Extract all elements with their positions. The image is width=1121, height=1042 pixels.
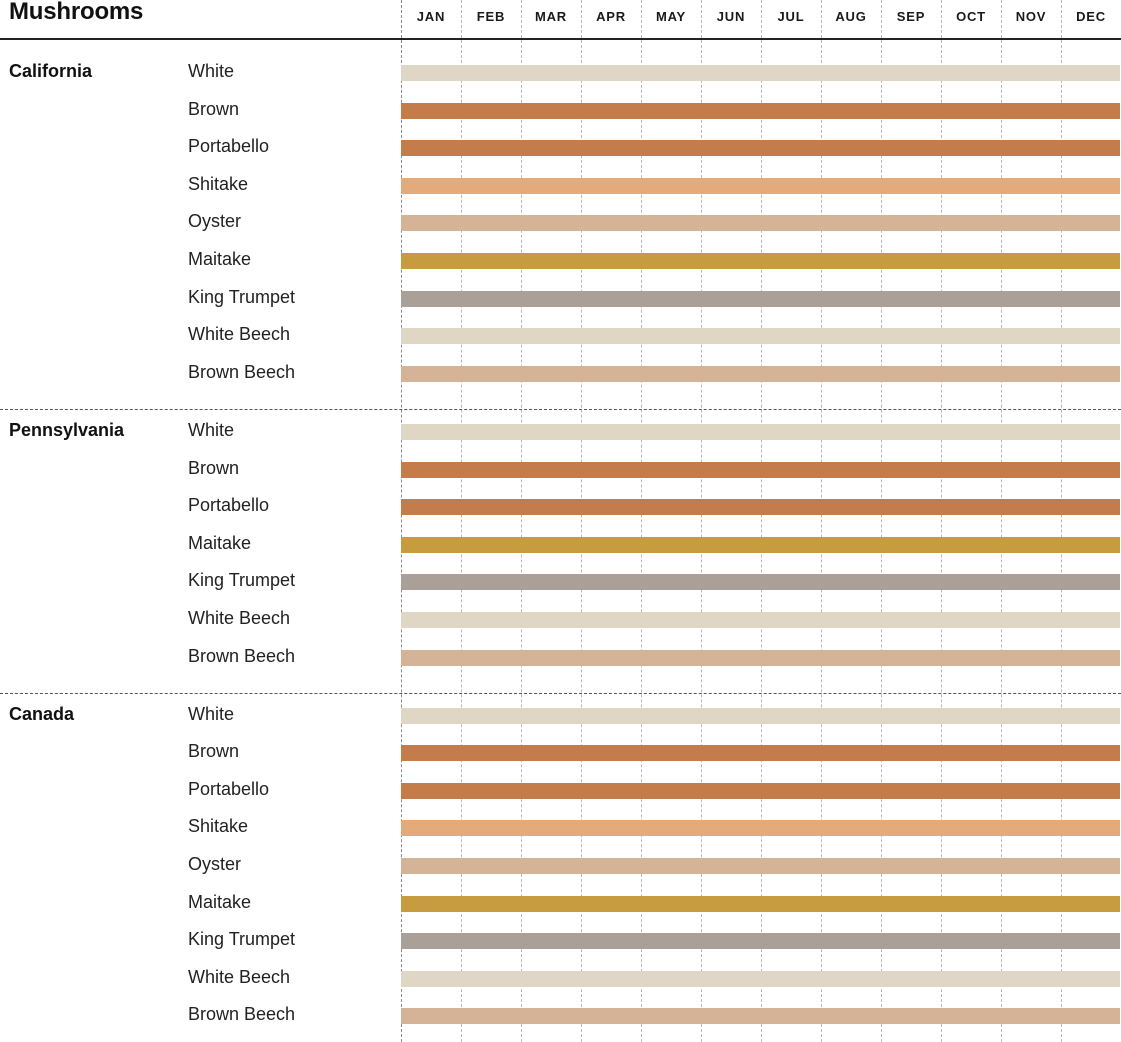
month-gridline xyxy=(1061,0,1062,1042)
product-label: White xyxy=(188,420,235,440)
month-gridline xyxy=(641,0,642,1042)
month-gridline xyxy=(761,0,762,1042)
product-label: Portabello xyxy=(188,136,270,156)
product-label: Maitake xyxy=(188,892,252,912)
month-label: JUL xyxy=(777,9,805,24)
month-gridline xyxy=(521,0,522,1042)
region-separator xyxy=(0,409,1121,410)
availability-bar xyxy=(401,178,1120,194)
month-gridline xyxy=(941,0,942,1042)
month-gridline xyxy=(821,0,822,1042)
availability-bar xyxy=(401,366,1120,382)
month-gridline xyxy=(581,0,582,1042)
availability-bar xyxy=(401,1008,1120,1024)
month-label: AUG xyxy=(835,9,867,24)
product-label: White Beech xyxy=(188,608,291,628)
product-label: Oyster xyxy=(188,211,242,231)
month-gridline xyxy=(461,0,462,1042)
chart-title: Mushrooms xyxy=(9,0,144,25)
month-label: MAY xyxy=(655,9,687,24)
availability-bar xyxy=(401,896,1120,912)
availability-bar xyxy=(401,650,1120,666)
availability-bar xyxy=(401,253,1120,269)
availability-bar xyxy=(401,745,1120,761)
product-label: White xyxy=(188,61,235,81)
product-label: Portabello xyxy=(188,495,270,515)
availability-bar xyxy=(401,291,1120,307)
product-label: King Trumpet xyxy=(188,570,296,590)
product-label: White Beech xyxy=(188,967,291,987)
product-label: Brown Beech xyxy=(188,1004,296,1024)
availability-bar xyxy=(401,612,1120,628)
product-label: White Beech xyxy=(188,324,291,344)
month-label: SEP xyxy=(896,9,926,24)
product-label: Oyster xyxy=(188,854,242,874)
availability-bar xyxy=(401,971,1120,987)
month-gridline xyxy=(881,0,882,1042)
month-gridline xyxy=(401,0,402,1042)
month-label: NOV xyxy=(1015,9,1047,24)
availability-bar xyxy=(401,424,1120,440)
product-label: Shitake xyxy=(188,174,249,194)
month-gridline xyxy=(701,0,702,1042)
product-label: Maitake xyxy=(188,533,252,553)
header-rule xyxy=(0,38,1121,40)
availability-bar xyxy=(401,499,1120,515)
availability-bar xyxy=(401,708,1120,724)
product-label: Shitake xyxy=(188,816,249,836)
availability-bar xyxy=(401,537,1120,553)
product-label: Brown xyxy=(188,99,240,119)
region-label: California xyxy=(9,61,93,81)
region-label: Pennsylvania xyxy=(9,420,125,440)
product-label: King Trumpet xyxy=(188,287,296,307)
month-label: OCT xyxy=(956,9,986,24)
month-label: DEC xyxy=(1076,9,1106,24)
product-label: Brown xyxy=(188,458,240,478)
month-label: MAR xyxy=(534,9,567,24)
availability-bar xyxy=(401,215,1120,231)
product-label: King Trumpet xyxy=(188,929,296,949)
month-label: JUN xyxy=(716,9,746,24)
product-label: Brown Beech xyxy=(188,362,296,382)
availability-bar xyxy=(401,783,1120,799)
month-label: FEB xyxy=(476,9,506,24)
month-label: APR xyxy=(596,9,626,24)
product-label: Portabello xyxy=(188,779,270,799)
availability-bar xyxy=(401,328,1120,344)
availability-bar xyxy=(401,140,1120,156)
region-label: Canada xyxy=(9,704,75,724)
product-label: Brown Beech xyxy=(188,646,296,666)
availability-bar xyxy=(401,462,1120,478)
availability-bar xyxy=(401,858,1120,874)
product-label: White xyxy=(188,704,235,724)
region-separator xyxy=(0,693,1121,694)
product-label: Brown xyxy=(188,741,240,761)
month-label: JAN xyxy=(416,9,446,24)
availability-bar xyxy=(401,65,1120,81)
month-gridline xyxy=(1001,0,1002,1042)
product-label: Maitake xyxy=(188,249,252,269)
availability-bar xyxy=(401,933,1120,949)
availability-bar xyxy=(401,574,1120,590)
availability-bar xyxy=(401,820,1120,836)
availability-bar xyxy=(401,103,1120,119)
